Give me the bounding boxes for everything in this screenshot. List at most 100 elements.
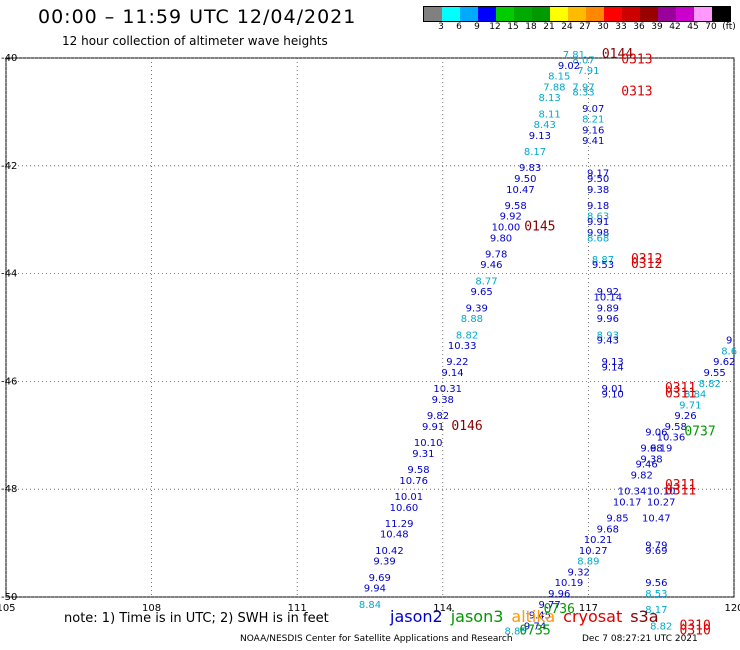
colorbar-label: 21 [543,22,555,32]
wave-height-value: 10.42 [375,546,404,557]
wave-height-value: 9.18 [587,201,609,212]
wave-height-value: 10.33 [448,341,477,352]
wave-height-value: 8.13 [538,93,560,104]
wave-height-value: 9.07 [582,104,604,115]
wave-height-value: 10.36 [657,433,686,444]
wave-height-value: 9.26 [674,411,696,422]
wave-height-value: 8.53 [645,589,667,600]
map-grid [5,57,735,598]
wave-height-value: 9.68 [640,443,662,454]
legend-item-jason2: jason2 [390,607,443,626]
lat-tick-label: -42 [1,161,17,172]
wave-height-value: 9.19 [650,443,672,454]
wave-height-value: 9.56 [645,578,667,589]
wave-height-value: 9.92 [500,212,522,223]
wave-height-value: 10.27 [647,497,676,508]
wave-height-value: 8.33 [572,88,594,99]
wave-height-value: 9.83 [519,163,541,174]
wave-height-value: 8.85 [504,627,526,638]
colorbar-swatch [604,7,622,21]
wave-height-value: 10.76 [399,476,428,487]
wave-height-value: 9.22 [446,357,468,368]
wave-height-value: 8.21 [582,115,604,126]
colorbar-swatch [514,7,532,21]
wave-height-value: 9.46 [480,260,502,271]
wave-height-value: 9.38 [640,454,662,465]
wave-height-value: 9.53 [592,260,614,271]
wave-height-value: 8.93 [597,330,619,341]
colorbar-swatch [676,7,694,21]
wave-height-value: 9.43 [597,336,619,347]
colorbar-swatch [568,7,586,21]
wave-height-value: 9.71 [679,400,701,411]
wave-height-value: 8.82 [699,379,721,390]
wave-height-value: 8.07 [572,55,594,66]
wave-height-value: 9.62 [713,357,735,368]
colorbar-label: 6 [456,22,462,32]
pass-time-label: 0735 [519,624,550,639]
wave-height-value: 11.29 [385,519,414,530]
wave-height-value: 8.68 [587,233,609,244]
wave-height-value: 9.79 [645,540,667,551]
legend-item-cryosat: cryosat [563,607,623,626]
lon-tick-label: 108 [142,603,161,614]
wave-height-value: 9.39 [466,303,488,314]
wave-height-value: 9.78 [485,249,507,260]
colorbar-swatch [532,7,550,21]
lat-tick-label: -44 [1,269,17,280]
pass-time-label: 0310 [680,618,711,633]
pass-time-label: 0313 [621,52,652,67]
colorbar-label: 15 [507,22,519,32]
colorbar-swatch [694,7,712,21]
wave-height-value: 10.47 [642,514,671,525]
wave-height-value: 10.47 [506,185,535,196]
wave-height-value: 10.14 [593,293,622,304]
pass-time-label: 0313 [621,85,652,100]
wave-height-value: 9.50 [514,174,536,185]
wave-height-value: 9.68 [597,524,619,535]
wave-height-value: 9.17 [587,169,609,180]
colorbar-label: 24 [561,22,573,32]
colorbar-swatch [622,7,640,21]
wave-height-value: 9.91 [587,217,609,228]
wave-height-value: 7.81 [563,50,585,61]
colorbar-label: 45 [687,22,699,32]
colorbar-label: 36 [633,22,645,32]
wave-height-value: 9.69 [645,546,667,557]
colorbar-label: 39 [651,22,663,32]
colorbar-label: (ft) [722,22,736,32]
lat-tick-label: -46 [1,376,17,387]
pass-time-label: 0737 [684,424,715,439]
pass-time-label: 0146 [451,419,482,434]
wave-height-value: 8.15 [548,72,570,83]
colorbar-label: 9 [474,22,480,32]
wave-height-value: 9.58 [504,201,526,212]
wave-height-value: 9.32 [568,567,590,578]
wave-height-value: 9.89 [597,303,619,314]
wave-height-value: 9.92 [597,287,619,298]
wave-height-value: 9.58 [665,422,687,433]
colorbar-swatch [442,7,460,21]
wave-height-value: 9.58 [407,465,429,476]
lon-tick-label: 120 [724,603,740,614]
wave-height-value: 10.10 [414,438,443,449]
lon-tick-label: 111 [288,603,307,614]
wave-height-value: 9.82 [427,411,449,422]
footer-timestamp: Dec 7 08:27:21 UTC 2021 [582,634,698,644]
wave-height-value: 9.74 [524,621,546,632]
wave-height-value: 9.96 [548,589,570,600]
pass-time-label: 0310 [680,624,711,639]
wave-height-value: 9.16 [582,125,604,136]
wave-height-value: 9.31 [412,449,434,460]
wave-height-value: 9.39 [373,557,395,568]
colorbar-swatch [586,7,604,21]
wave-height-value: 9.01 [602,384,624,395]
wave-height-value: 8.77 [475,276,497,287]
wave-height-value: 9.38 [432,395,454,406]
colorbar-swatch [712,7,730,21]
wave-height-value: 9.55 [703,368,725,379]
wave-height-value: 8.87 [592,255,614,266]
legend-item-altika: altika [511,607,556,626]
